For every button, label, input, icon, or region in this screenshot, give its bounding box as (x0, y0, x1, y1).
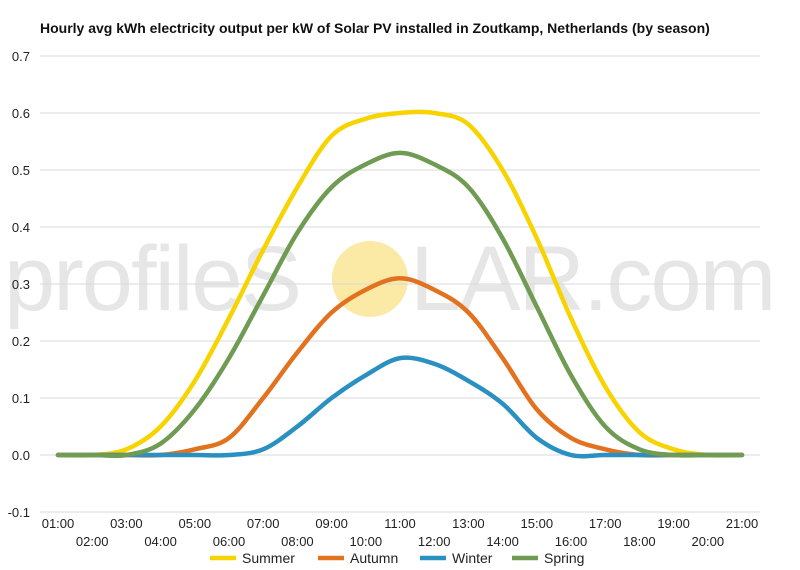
watermark-text-left: profileS (4, 228, 300, 330)
gridlines (40, 55, 760, 513)
legend-label-autumn: Autumn (350, 550, 398, 566)
x-tick-label: 11:00 (384, 516, 416, 531)
y-tick-label: 0.4 (12, 220, 30, 235)
x-tick-label: 07:00 (247, 516, 280, 531)
x-tick-label: 03:00 (110, 516, 143, 531)
y-axis: -0.1 0.0 0.1 0.2 0.3 0.4 0.5 0.6 0.7 (8, 49, 30, 520)
y-tick-label: 0.3 (12, 277, 30, 292)
series-lines (55, 109, 745, 459)
y-tick-label: 0.2 (12, 334, 30, 349)
x-tick-label: 16:00 (555, 534, 588, 549)
x-tick-label: 21:00 (726, 516, 759, 531)
x-tick-label: 01:00 (42, 516, 75, 531)
x-tick-label: 12:00 (418, 534, 451, 549)
y-tick-label: 0.7 (12, 49, 30, 64)
x-tick-label: 10:00 (350, 534, 383, 549)
x-tick-label: 04:00 (144, 534, 177, 549)
series-line-spring (55, 150, 745, 459)
chart-title: Hourly avg kWh electricity output per kW… (40, 20, 710, 36)
x-tick-label: 14:00 (486, 534, 519, 549)
legend-label-summer: Summer (242, 550, 295, 566)
x-tick-label: 13:00 (452, 516, 485, 531)
x-tick-label: 15:00 (521, 516, 554, 531)
x-tick-label: 05:00 (179, 516, 212, 531)
x-axis: 01:0002:0003:0004:0005:0006:0007:0008:00… (42, 516, 759, 549)
x-tick-label: 09:00 (315, 516, 348, 531)
legend-label-winter: Winter (452, 550, 493, 566)
x-tick-label: 19:00 (657, 516, 690, 531)
y-tick-label: 0.1 (12, 391, 30, 406)
y-tick-label: 0.5 (12, 163, 30, 178)
y-tick-label: 0.6 (12, 106, 30, 121)
watermark-text-right: LAR.com (410, 228, 774, 330)
x-tick-label: 06:00 (213, 534, 246, 549)
x-tick-label: 20:00 (692, 534, 725, 549)
series-line-summer (55, 109, 745, 458)
y-tick-label: 0.0 (12, 448, 30, 463)
legend-label-spring: Spring (544, 550, 584, 566)
x-tick-label: 02:00 (76, 534, 109, 549)
x-tick-label: 08:00 (281, 534, 314, 549)
x-tick-label: 17:00 (589, 516, 622, 531)
legend: Summer Autumn Winter Spring (210, 550, 584, 566)
x-tick-label: 18:00 (623, 534, 656, 549)
y-tick-label: -0.1 (8, 505, 30, 520)
series-line-winter (55, 355, 745, 459)
